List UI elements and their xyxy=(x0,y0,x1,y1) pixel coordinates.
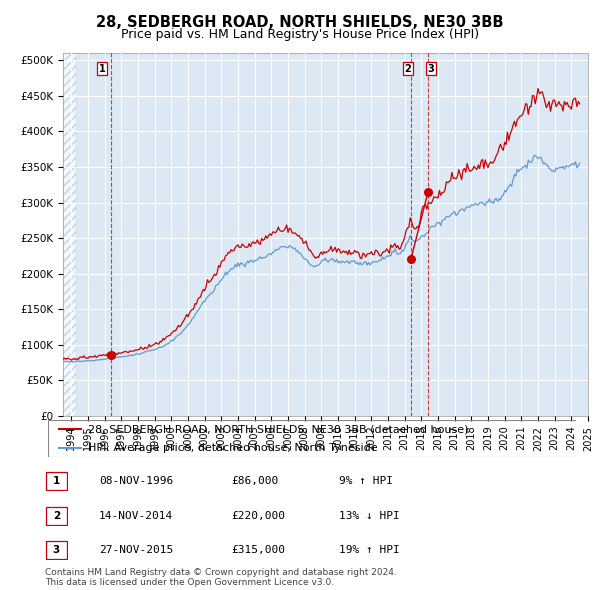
Text: £220,000: £220,000 xyxy=(231,511,285,520)
Text: 28, SEDBERGH ROAD, NORTH SHIELDS, NE30 3BB (detached house): 28, SEDBERGH ROAD, NORTH SHIELDS, NE30 3… xyxy=(88,424,468,434)
Text: 19% ↑ HPI: 19% ↑ HPI xyxy=(339,545,400,555)
Polygon shape xyxy=(63,53,76,416)
Text: 3: 3 xyxy=(428,64,434,74)
Text: 9% ↑ HPI: 9% ↑ HPI xyxy=(339,477,393,486)
Text: 27-NOV-2015: 27-NOV-2015 xyxy=(99,545,173,555)
Text: 08-NOV-1996: 08-NOV-1996 xyxy=(99,477,173,486)
Text: 1: 1 xyxy=(99,64,106,74)
Text: 28, SEDBERGH ROAD, NORTH SHIELDS, NE30 3BB: 28, SEDBERGH ROAD, NORTH SHIELDS, NE30 3… xyxy=(96,15,504,30)
Text: Contains HM Land Registry data © Crown copyright and database right 2024.
This d: Contains HM Land Registry data © Crown c… xyxy=(45,568,397,587)
Text: 3: 3 xyxy=(53,545,60,555)
Text: 13% ↓ HPI: 13% ↓ HPI xyxy=(339,511,400,520)
Text: Price paid vs. HM Land Registry's House Price Index (HPI): Price paid vs. HM Land Registry's House … xyxy=(121,28,479,41)
Text: 14-NOV-2014: 14-NOV-2014 xyxy=(99,511,173,520)
Text: 1: 1 xyxy=(53,477,60,486)
Text: £315,000: £315,000 xyxy=(231,545,285,555)
Text: 2: 2 xyxy=(53,511,60,520)
Text: 2: 2 xyxy=(404,64,411,74)
Text: HPI: Average price, detached house, North Tyneside: HPI: Average price, detached house, Nort… xyxy=(88,443,377,453)
Text: £86,000: £86,000 xyxy=(231,477,278,486)
